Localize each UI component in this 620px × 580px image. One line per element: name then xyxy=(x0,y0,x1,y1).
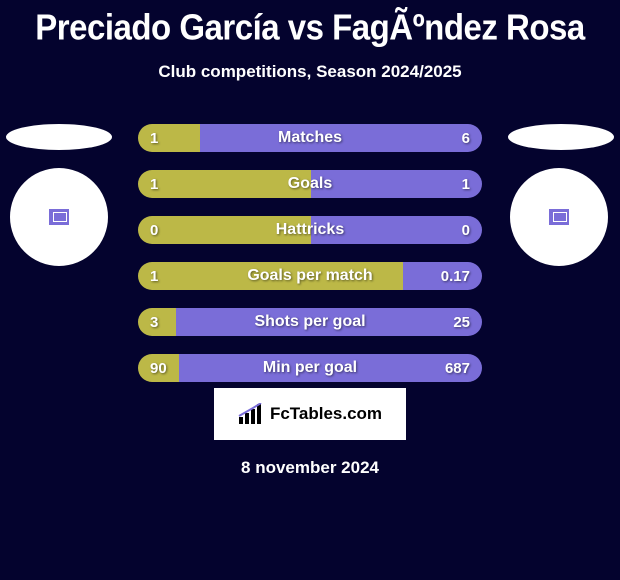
comparison-title: Preciado García vs FagÃºndez Rosa xyxy=(0,0,620,48)
stat-row: Min per goal90 687 xyxy=(138,354,482,382)
placeholder-avatar-icon xyxy=(49,209,69,225)
stat-value-right: 6 xyxy=(462,130,470,147)
stat-row: Goals per match1 0.17 xyxy=(138,262,482,290)
player-left-avatar xyxy=(10,168,108,266)
stat-row: Hattricks0 0 xyxy=(138,216,482,244)
stat-label: Goals xyxy=(138,175,482,193)
stat-value-left: 1 xyxy=(150,176,158,193)
player-right-avatar-group xyxy=(508,124,614,266)
bars-logo-icon xyxy=(238,403,266,425)
stat-label: Goals per match xyxy=(138,267,482,285)
stat-row: Goals1 1 xyxy=(138,170,482,198)
stat-value-right: 687 xyxy=(445,360,470,377)
comparison-date: 8 november 2024 xyxy=(0,458,620,478)
comparison-body: Matches16Goals11Hattricks00Goals per mat… xyxy=(0,124,620,384)
stat-value-right: 25 xyxy=(453,314,470,331)
player-right-name-pill xyxy=(508,124,614,150)
player-left-name-pill xyxy=(6,124,112,150)
stat-value-left: 3 xyxy=(150,314,158,331)
stat-label: Shots per goal xyxy=(138,313,482,331)
stat-value-right: 0 xyxy=(462,222,470,239)
player-left-avatar-group xyxy=(6,124,112,266)
stat-label: Min per goal xyxy=(138,359,482,377)
stat-row: Matches1 6 xyxy=(138,124,482,152)
stat-value-left: 0 xyxy=(150,222,158,239)
stat-bars-container: Matches16Goals11Hattricks00Goals per mat… xyxy=(138,124,482,400)
stat-value-right: 1 xyxy=(462,176,470,193)
stat-label: Matches xyxy=(138,129,482,147)
stat-value-left: 1 xyxy=(150,268,158,285)
stat-value-left: 1 xyxy=(150,130,158,147)
source-logo-text: FcTables.com xyxy=(270,404,382,424)
comparison-subtitle: Club competitions, Season 2024/2025 xyxy=(0,62,620,82)
player-right-avatar xyxy=(510,168,608,266)
stat-value-right: 0.17 xyxy=(441,268,470,285)
stat-row: Shots per goal3 25 xyxy=(138,308,482,336)
placeholder-avatar-icon xyxy=(549,209,569,225)
stat-value-left: 90 xyxy=(150,360,167,377)
stat-label: Hattricks xyxy=(138,221,482,239)
